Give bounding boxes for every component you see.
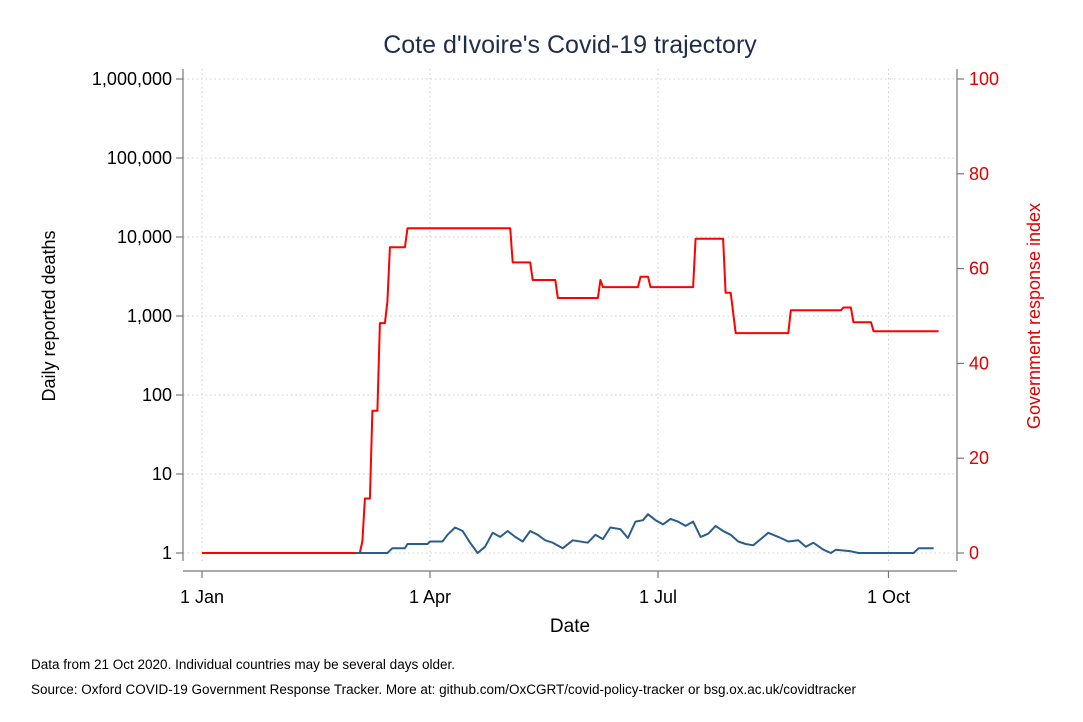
grid-lines [183, 69, 957, 561]
series-line-deaths [354, 513, 934, 554]
y-axis-left-label: Daily reported deaths [39, 230, 59, 401]
y-axis-right-label: Government response index [1024, 203, 1044, 429]
source-note: Source: Oxford COVID-19 Government Respo… [31, 682, 857, 697]
y-right-tick-label: 20 [969, 448, 989, 468]
y-left-tick-label: 10,000 [117, 227, 172, 247]
series-line-response [202, 227, 939, 554]
y-right-tick-label: 0 [969, 543, 979, 563]
y-left-tick-label: 1,000 [127, 306, 172, 326]
footnotes: Data from 21 Oct 2020. Individual countr… [31, 652, 856, 702]
y-left-tick-label: 1,000,000 [92, 69, 172, 89]
y-right-tick-label: 100 [969, 69, 999, 89]
y-left-tick-label: 100 [142, 385, 172, 405]
y-left-tick-label: 10 [152, 464, 172, 484]
x-axis-label: Date [550, 616, 590, 637]
x-tick-label: 1 Apr [409, 587, 451, 607]
chart-title: Cote d'Ivoire's Covid-19 trajectory [383, 31, 757, 59]
x-tick-label: 1 Oct [867, 587, 910, 607]
y-right-tick-label: 80 [969, 164, 989, 184]
chart: Cote d'Ivoire's Covid-19 trajectory 1101… [39, 31, 1044, 637]
tick-labels: 1 10 100 1,000 10,000 100,000 1,000,000 0 20 40 60… [92, 69, 999, 607]
x-tick-label: 1 Jan [180, 587, 224, 607]
data-note: Data from 21 Oct 2020. Individual countr… [31, 657, 455, 672]
y-left-tick-label: 100,000 [107, 148, 172, 168]
x-tick-label: 1 Jul [639, 587, 677, 607]
y-right-tick-label: 60 [969, 259, 989, 279]
series-lines [202, 227, 939, 554]
y-left-tick-label: 1 [162, 543, 172, 563]
y-right-tick-label: 40 [969, 353, 989, 373]
axes [176, 69, 964, 578]
